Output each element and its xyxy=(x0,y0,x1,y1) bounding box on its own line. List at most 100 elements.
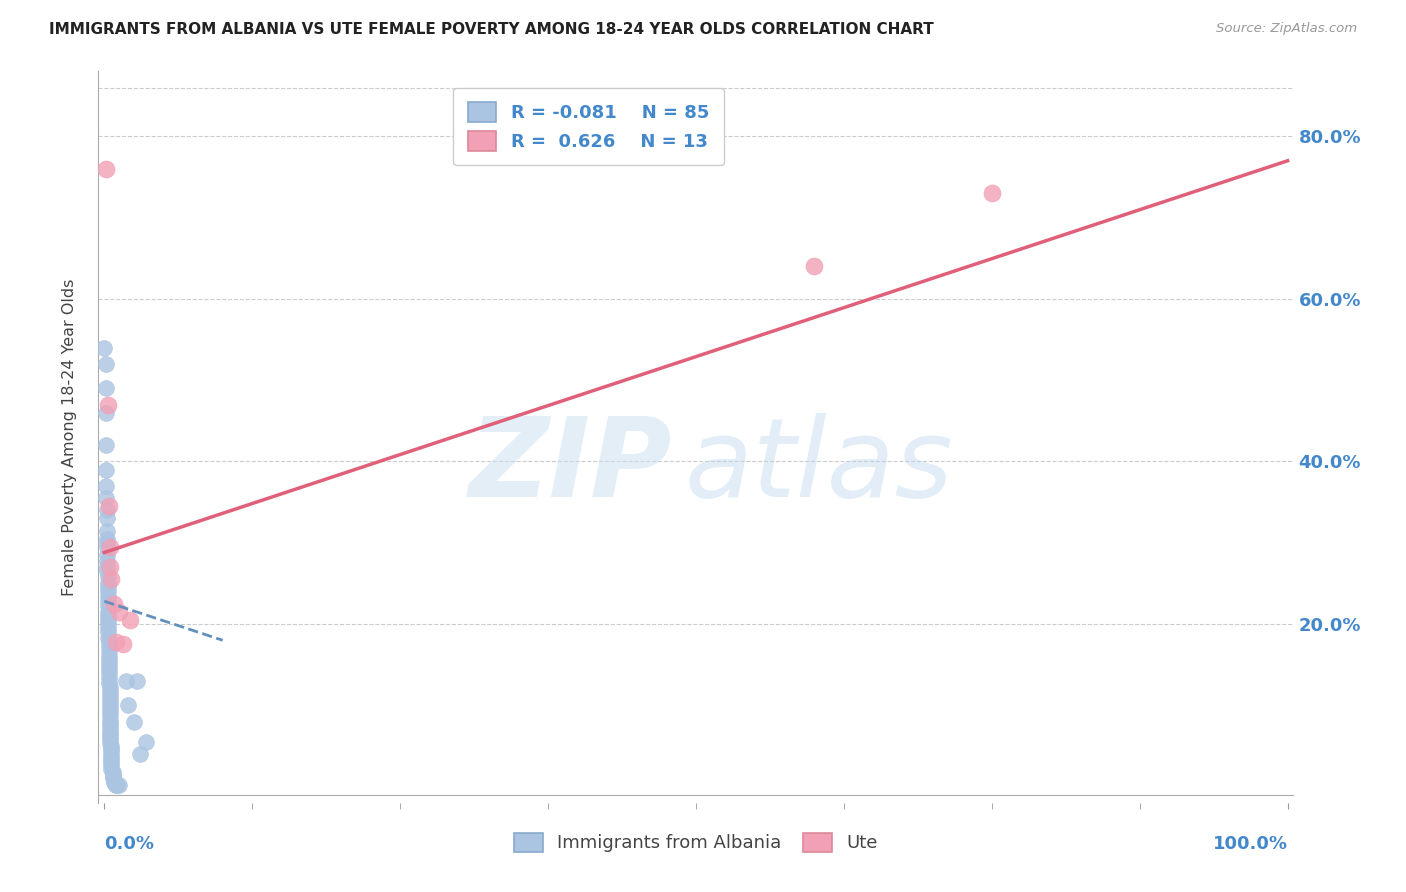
Point xyxy=(98,649,121,664)
Point xyxy=(127,673,149,688)
Point xyxy=(98,665,121,680)
Point xyxy=(98,688,121,702)
Point xyxy=(98,736,121,750)
Point xyxy=(97,631,120,645)
Legend: Immigrants from Albania, Ute: Immigrants from Albania, Ute xyxy=(499,818,893,867)
Point xyxy=(98,499,121,513)
Point xyxy=(98,704,121,718)
Point xyxy=(101,764,124,779)
Point xyxy=(105,635,128,649)
Point xyxy=(98,732,121,747)
Point xyxy=(96,532,118,546)
Text: 0.0%: 0.0% xyxy=(104,835,155,854)
Point xyxy=(98,675,121,690)
Point xyxy=(98,654,121,668)
Point xyxy=(98,719,121,733)
Point xyxy=(101,770,124,784)
Point xyxy=(94,161,117,176)
Point xyxy=(97,581,120,595)
Point xyxy=(97,625,120,640)
Point xyxy=(96,503,118,517)
Point xyxy=(98,657,121,672)
Point xyxy=(98,640,121,654)
Point xyxy=(97,613,120,627)
Point xyxy=(96,511,118,525)
Point xyxy=(96,560,118,574)
Point xyxy=(97,594,120,608)
Point xyxy=(120,613,142,627)
Y-axis label: Female Poverty Among 18-24 Year Olds: Female Poverty Among 18-24 Year Olds xyxy=(62,278,77,596)
Point xyxy=(94,357,117,371)
Point xyxy=(98,726,121,740)
Point xyxy=(98,645,121,659)
Point xyxy=(94,462,117,476)
Text: Source: ZipAtlas.com: Source: ZipAtlas.com xyxy=(1216,22,1357,36)
Point xyxy=(97,599,120,614)
Point xyxy=(94,406,117,420)
Point xyxy=(112,637,135,651)
Point xyxy=(98,729,121,743)
Point xyxy=(98,635,121,649)
Point xyxy=(96,548,118,562)
Point xyxy=(103,775,125,789)
Point xyxy=(97,398,120,412)
Point xyxy=(135,735,157,749)
Point xyxy=(100,742,122,756)
Point xyxy=(114,673,136,688)
Point xyxy=(94,491,117,505)
Point xyxy=(107,605,129,619)
Point xyxy=(100,752,122,766)
Point xyxy=(980,186,1002,201)
Point xyxy=(100,762,122,776)
Point xyxy=(105,778,128,792)
Point xyxy=(803,260,825,274)
Point xyxy=(100,746,122,760)
Point xyxy=(105,778,128,792)
Text: IMMIGRANTS FROM ALBANIA VS UTE FEMALE POVERTY AMONG 18-24 YEAR OLDS CORRELATION : IMMIGRANTS FROM ALBANIA VS UTE FEMALE PO… xyxy=(49,22,934,37)
Point xyxy=(93,341,115,355)
Point xyxy=(98,683,121,698)
Point xyxy=(98,560,121,574)
Text: 100.0%: 100.0% xyxy=(1212,835,1288,854)
Point xyxy=(98,671,121,685)
Point xyxy=(98,708,121,723)
Point xyxy=(103,774,125,789)
Point xyxy=(101,767,124,781)
Point xyxy=(96,535,118,549)
Point xyxy=(98,681,121,695)
Point xyxy=(97,589,120,603)
Point xyxy=(117,698,139,713)
Point xyxy=(97,621,120,635)
Text: ZIP: ZIP xyxy=(468,413,672,520)
Point xyxy=(97,608,120,623)
Point xyxy=(104,776,127,790)
Point xyxy=(98,713,121,727)
Point xyxy=(100,572,122,586)
Point xyxy=(94,381,117,395)
Point xyxy=(122,714,145,729)
Point xyxy=(101,772,124,786)
Point xyxy=(97,570,120,584)
Point xyxy=(128,747,150,761)
Point xyxy=(100,748,122,763)
Point xyxy=(98,716,121,731)
Point xyxy=(98,662,121,676)
Point xyxy=(104,777,127,791)
Point xyxy=(97,576,120,591)
Point xyxy=(100,758,122,772)
Point xyxy=(94,438,117,452)
Point xyxy=(98,723,121,737)
Point xyxy=(100,755,122,769)
Point xyxy=(94,479,117,493)
Point xyxy=(98,540,121,554)
Point xyxy=(100,739,122,753)
Point xyxy=(98,691,121,706)
Point xyxy=(97,617,120,632)
Point xyxy=(103,772,125,787)
Point xyxy=(107,778,129,792)
Point xyxy=(96,553,118,567)
Point xyxy=(96,564,118,578)
Point xyxy=(98,696,121,710)
Point xyxy=(97,605,120,619)
Text: atlas: atlas xyxy=(685,413,953,520)
